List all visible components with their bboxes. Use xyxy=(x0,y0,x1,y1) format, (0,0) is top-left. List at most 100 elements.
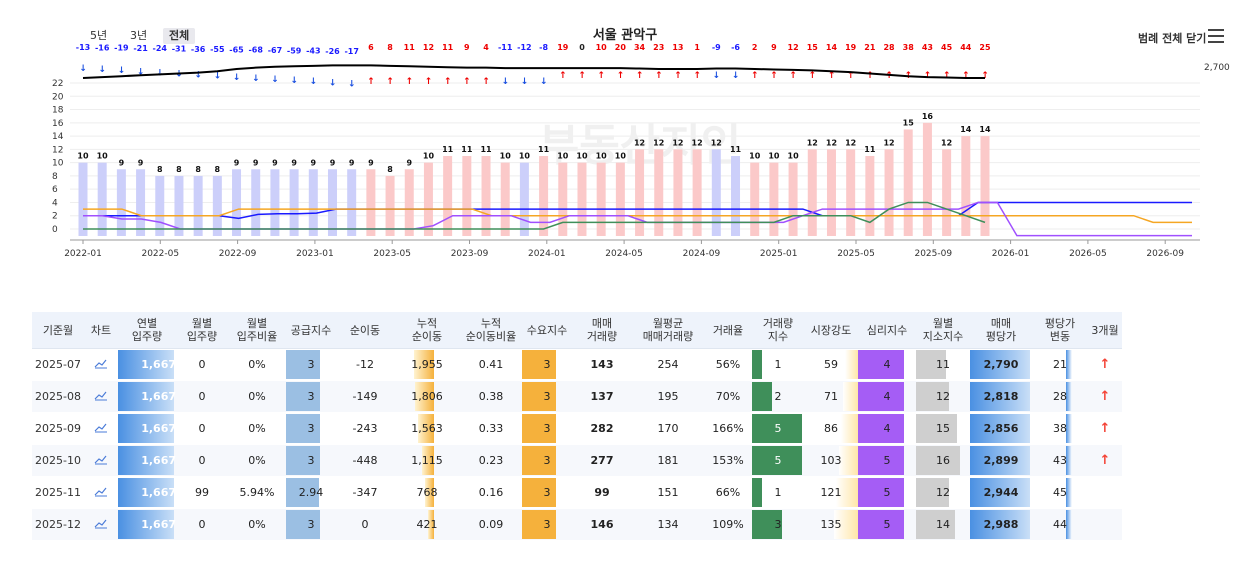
cell-trend: ↑ xyxy=(1088,380,1122,413)
cell-ratio: 5.94% xyxy=(228,476,286,509)
cell-fill-bar xyxy=(916,414,957,443)
cell-cum: 1,563 xyxy=(394,412,460,445)
column-header[interactable]: 연별 입주량 xyxy=(118,312,176,349)
cell-supply: 3 xyxy=(286,348,336,381)
bar xyxy=(615,162,625,236)
cell-fill-bar xyxy=(970,350,1030,379)
column-header[interactable]: 공급지수 xyxy=(286,312,336,349)
cell-fill-bar xyxy=(858,446,904,475)
cell-value: 0.41 xyxy=(478,358,504,371)
cell-sentiment: 4 xyxy=(858,348,916,381)
top-value-label: -17 xyxy=(344,47,358,56)
bar-value-label: 9 xyxy=(234,158,240,167)
cell-net: -149 xyxy=(336,380,394,413)
cell-strength: 59 xyxy=(804,348,858,381)
cell-value: 5 xyxy=(883,454,891,467)
cell-net: 0 xyxy=(336,508,394,541)
cell-demand: 3 xyxy=(522,380,572,413)
arrow-up-icon: ↑ xyxy=(828,71,836,81)
top-value-label: 34 xyxy=(634,43,646,52)
period-3y-button[interactable]: 3년 xyxy=(130,29,148,42)
cell-value: 153% xyxy=(712,454,744,467)
column-header[interactable]: 심리지수 xyxy=(858,312,916,349)
arrow-up-icon: ↑ xyxy=(924,71,932,81)
arrow-up-icon: ↑ xyxy=(943,71,951,81)
line-chart-icon[interactable] xyxy=(94,390,108,401)
bar xyxy=(212,175,222,236)
cell-value: 2,988 xyxy=(983,518,1019,531)
period-5y-button[interactable]: 5년 xyxy=(90,29,108,42)
cell-price: 2,899 xyxy=(970,444,1032,477)
cell-value: 0 xyxy=(361,518,369,531)
column-header[interactable]: 매매 평당가 xyxy=(970,312,1032,349)
cell-chart[interactable] xyxy=(84,476,118,509)
column-header[interactable]: 매매 거래량 xyxy=(572,312,632,349)
cell-value: -347 xyxy=(352,486,378,499)
cell-chart[interactable] xyxy=(84,412,118,445)
cell-chart[interactable] xyxy=(84,444,118,477)
column-header[interactable]: 거래율 xyxy=(704,312,752,349)
cell-fill-bar xyxy=(916,382,949,411)
column-header[interactable]: 월별 입주량 xyxy=(176,312,228,349)
column-header[interactable]: 누적 순이동비율 xyxy=(460,312,522,349)
top-value-label: 9 xyxy=(464,43,470,52)
bar-value-label: 12 xyxy=(634,138,645,147)
right-axis-label: 2,700 xyxy=(1204,63,1230,73)
column-header[interactable]: 월평균 매매거래량 xyxy=(632,312,704,349)
cell-fill-bar xyxy=(286,350,320,379)
column-header[interactable]: 차트 xyxy=(84,312,118,349)
cell-trade_idx: 1 xyxy=(752,476,804,509)
hamburger-menu-icon[interactable] xyxy=(1208,29,1224,43)
line-chart-icon[interactable] xyxy=(94,422,108,433)
column-header[interactable]: 순이동 xyxy=(336,312,394,349)
cell-supply: 3 xyxy=(286,380,336,413)
arrow-up-icon: ↑ xyxy=(885,71,893,81)
table-row: 2025-11 1,667 99 5.94% 2.94 -347 768 0.16 3 99 151… xyxy=(32,476,1122,509)
bar-value-label: 14 xyxy=(979,125,991,134)
bar-value-label: 12 xyxy=(845,138,856,147)
cell-price: 2,856 xyxy=(970,412,1032,445)
cell-chart[interactable] xyxy=(84,380,118,413)
bar xyxy=(327,169,337,236)
column-header[interactable]: 수요지수 xyxy=(522,312,572,349)
cell-ratio: 0% xyxy=(228,380,286,413)
cell-chart[interactable] xyxy=(84,348,118,381)
legend-close-button[interactable]: 범례 전체 닫기 xyxy=(1138,32,1207,45)
arrow-up-icon: ↑ xyxy=(1099,357,1111,372)
cell-fill-bar xyxy=(752,382,772,411)
x-tick-label: 2026-05 xyxy=(1069,249,1107,259)
cell-value: 3 xyxy=(543,390,551,403)
cell-cum_ratio: 0.41 xyxy=(460,348,522,381)
line-chart-icon[interactable] xyxy=(94,454,108,465)
cell-fill-bar xyxy=(522,446,556,475)
cell-chart[interactable] xyxy=(84,508,118,541)
cell-value: 2,944 xyxy=(983,486,1019,499)
cell-value: 2025-09 xyxy=(35,422,81,435)
cell-fill-bar xyxy=(415,382,434,411)
line-chart-icon[interactable] xyxy=(94,358,108,369)
cell-sub: 14 xyxy=(916,508,970,541)
column-header[interactable]: 거래량 지수 xyxy=(752,312,804,349)
bar-value-label: 10 xyxy=(768,152,780,161)
cell-value: 121 xyxy=(820,486,842,499)
column-header[interactable]: 시장강도 xyxy=(804,312,858,349)
cell-supply: 2.94 xyxy=(286,476,336,509)
top-value-label: 43 xyxy=(922,43,933,52)
column-header[interactable]: 기준월 xyxy=(32,312,84,349)
column-header[interactable]: 누적 순이동 xyxy=(394,312,460,349)
bar-value-label: 11 xyxy=(442,145,454,154)
period-all-button[interactable]: 전체 xyxy=(163,28,196,44)
line-chart-icon[interactable] xyxy=(94,486,108,497)
bar xyxy=(232,169,242,236)
y-tick-label: 10 xyxy=(52,159,64,169)
column-header[interactable]: 월별 지소지수 xyxy=(916,312,970,349)
top-value-label: 4 xyxy=(483,43,489,52)
column-header[interactable]: 평당가 변동 xyxy=(1032,312,1088,349)
column-header[interactable]: 3개월 xyxy=(1088,312,1122,349)
column-header[interactable]: 월별 입주비율 xyxy=(228,312,286,349)
bar-value-label: 10 xyxy=(596,152,608,161)
cell-demand: 3 xyxy=(522,348,572,381)
cell-value: 166% xyxy=(712,422,744,435)
cell-avg_trades: 181 xyxy=(632,444,704,477)
line-chart-icon[interactable] xyxy=(94,518,108,529)
